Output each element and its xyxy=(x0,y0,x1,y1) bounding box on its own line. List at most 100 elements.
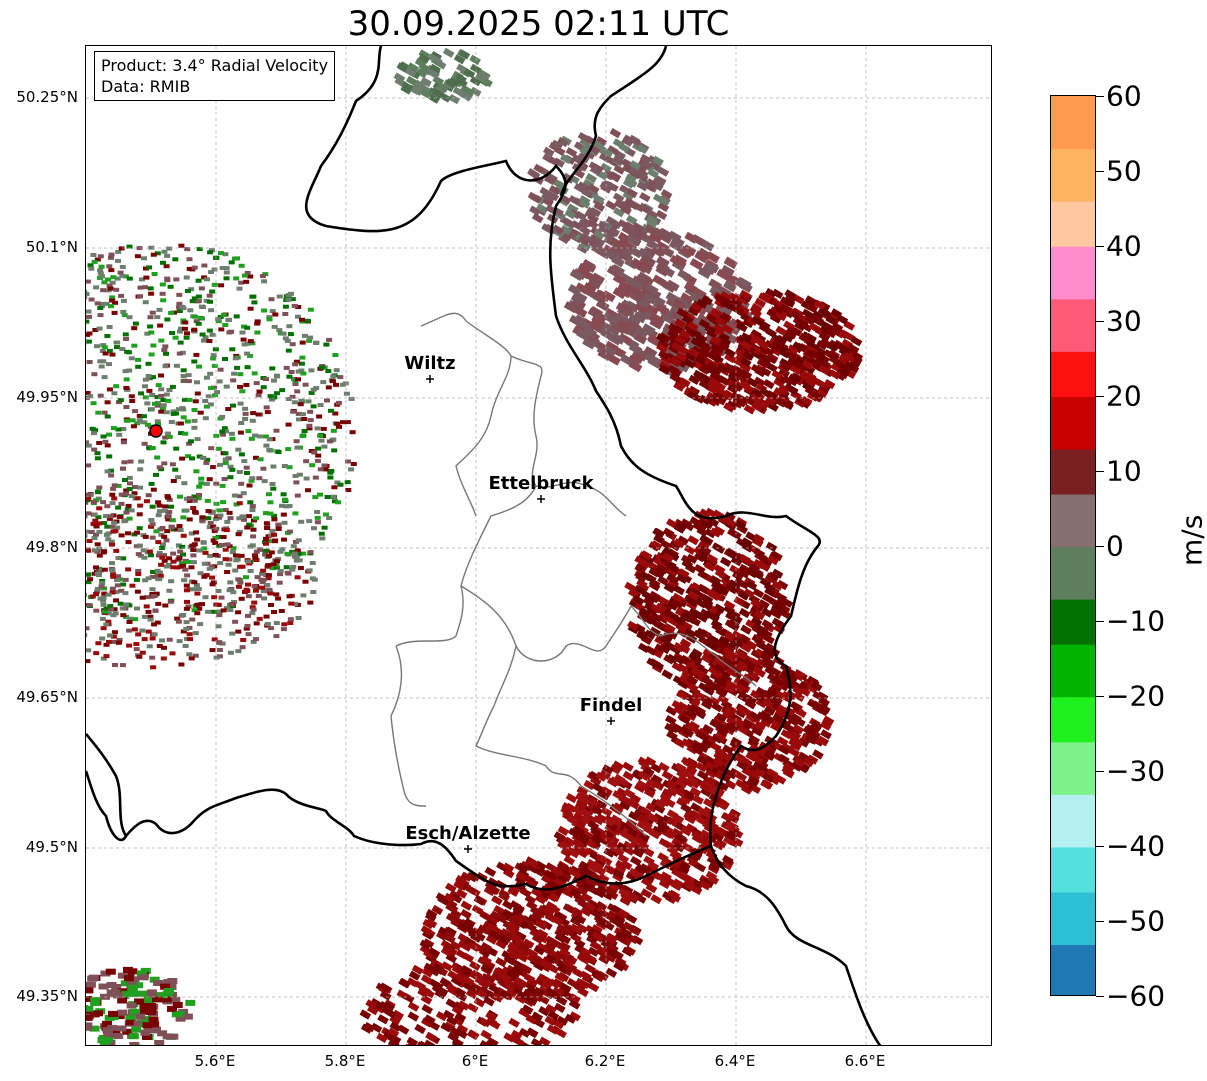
colorbar-segment xyxy=(1051,171,1095,180)
lon-tick-label: 6°E xyxy=(461,1052,489,1070)
colorbar-segment xyxy=(1051,111,1095,120)
city-label: Wiltz xyxy=(404,353,455,374)
radar-map[interactable]: Wiltz Ettelbruck Findel Esch/Alzette xyxy=(85,45,992,1046)
colorbar-segment xyxy=(1051,921,1095,931)
colorbar-segment xyxy=(1051,899,1095,908)
city-label: Esch/Alzette xyxy=(405,823,530,844)
city-markers: Wiltz Ettelbruck Findel Esch/Alzette xyxy=(404,353,642,853)
map-title: 30.09.2025 02:11 UTC xyxy=(347,4,730,44)
colorbar-segment xyxy=(1051,959,1095,968)
colorbar-segment xyxy=(1051,396,1095,405)
colorbar-segment xyxy=(1051,486,1095,495)
colorbar-segment xyxy=(1051,261,1095,270)
lon-tick-label: 6.4°E xyxy=(714,1052,756,1070)
lat-tick-label: 49.8°N xyxy=(25,538,78,556)
colorbar-segment xyxy=(1051,636,1095,645)
colorbar-segment xyxy=(1051,328,1095,337)
colorbar-segment xyxy=(1051,696,1095,705)
colorbar-segment xyxy=(1051,771,1095,780)
colorbar-segment xyxy=(1051,298,1095,307)
colorbar-segment xyxy=(1051,366,1095,375)
colorbar-segment xyxy=(1051,951,1095,961)
colorbar-segment xyxy=(1051,381,1095,390)
colorbar-segment xyxy=(1051,336,1095,345)
colorbar-segment xyxy=(1051,411,1095,420)
colorbar-tick xyxy=(1096,321,1104,322)
colorbar-segment xyxy=(1051,666,1095,675)
colorbar-segment xyxy=(1051,974,1095,983)
colorbar-segment xyxy=(1051,321,1095,330)
colorbar-segment xyxy=(1051,418,1095,427)
colorbar-segment xyxy=(1051,238,1095,247)
colorbar-segment xyxy=(1051,193,1095,202)
colorbar-segment xyxy=(1051,929,1095,938)
colorbar-segment xyxy=(1051,538,1095,548)
colorbar-segment xyxy=(1051,854,1095,863)
colorbar-segment xyxy=(1051,816,1095,825)
colorbar-tick-label: 60 xyxy=(1106,79,1142,113)
colorbar-segment xyxy=(1051,561,1095,570)
colorbar-segment xyxy=(1051,869,1095,878)
colorbar-segment xyxy=(1051,621,1095,630)
colorbar-segment xyxy=(1051,201,1095,210)
colorbar-segment xyxy=(1051,148,1095,157)
colorbar-segment xyxy=(1051,614,1095,623)
colorbar-tick xyxy=(1096,396,1104,397)
colorbar-tick-label: −30 xyxy=(1106,754,1166,788)
colorbar-segment xyxy=(1051,884,1095,893)
colorbar-segment xyxy=(1051,734,1095,743)
colorbar-segment xyxy=(1051,936,1095,946)
colorbar-segment xyxy=(1051,591,1095,600)
colorbar-segment xyxy=(1051,846,1095,855)
colorbar-segment xyxy=(1051,719,1095,728)
colorbar-segment xyxy=(1051,794,1095,803)
colorbar-tick xyxy=(1096,846,1104,847)
lon-tick-label: 5.6°E xyxy=(194,1052,236,1070)
colorbar-segment xyxy=(1051,493,1095,503)
colorbar-segment xyxy=(1051,426,1095,435)
colorbar-segment xyxy=(1051,223,1095,232)
colorbar-segment xyxy=(1051,531,1095,540)
city-esch-alzette: Esch/Alzette xyxy=(405,823,531,853)
colorbar-segment xyxy=(1051,749,1095,758)
lat-tick-label: 49.65°N xyxy=(16,688,78,706)
velocity-colorbar xyxy=(1050,95,1096,996)
colorbar-tick-label: 40 xyxy=(1106,229,1142,263)
lat-tick-label: 49.5°N xyxy=(25,838,78,856)
colorbar-segment xyxy=(1051,313,1095,322)
colorbar-segment xyxy=(1051,786,1095,795)
colorbar-segment xyxy=(1051,351,1095,360)
colorbar-segment xyxy=(1051,876,1095,885)
colorbar-segment xyxy=(1051,966,1095,976)
country-borders xyxy=(86,46,882,1045)
colorbar-segment xyxy=(1051,283,1095,292)
colorbar-segment xyxy=(1051,523,1095,533)
colorbar-segment xyxy=(1051,268,1095,277)
colorbar-segment xyxy=(1051,839,1095,848)
colorbar-segment xyxy=(1051,891,1095,900)
colorbar-segment xyxy=(1051,741,1095,750)
colorbar-segment xyxy=(1051,861,1095,870)
colorbar-segment xyxy=(1051,681,1095,690)
colorbar-segment xyxy=(1051,779,1095,788)
city-label: Ettelbruck xyxy=(488,473,594,494)
canton-borders xyxy=(390,312,757,837)
colorbar-segment xyxy=(1051,576,1095,585)
lon-tick-label: 6.6°E xyxy=(844,1052,886,1070)
colorbar-tick-label: −10 xyxy=(1106,604,1166,638)
data-source-label: Data: RMIB xyxy=(101,77,191,96)
colorbar-segment xyxy=(1051,441,1095,450)
colorbar-segment xyxy=(1051,403,1095,412)
lat-tick-label: 49.35°N xyxy=(16,987,78,1005)
colorbar-segment xyxy=(1051,456,1095,465)
colorbar-segment xyxy=(1051,118,1095,127)
lat-tick-label: 50.1°N xyxy=(25,238,78,256)
colorbar-tick-label: −20 xyxy=(1106,679,1166,713)
colorbar-segment xyxy=(1051,726,1095,735)
lon-tick-label: 5.8°E xyxy=(324,1052,366,1070)
lat-tick-label: 50.25°N xyxy=(16,88,78,106)
colorbar-segment xyxy=(1051,133,1095,142)
city-findel: Findel xyxy=(580,695,642,725)
colorbar-segment xyxy=(1051,163,1095,172)
colorbar-tick-label: 0 xyxy=(1106,529,1124,563)
